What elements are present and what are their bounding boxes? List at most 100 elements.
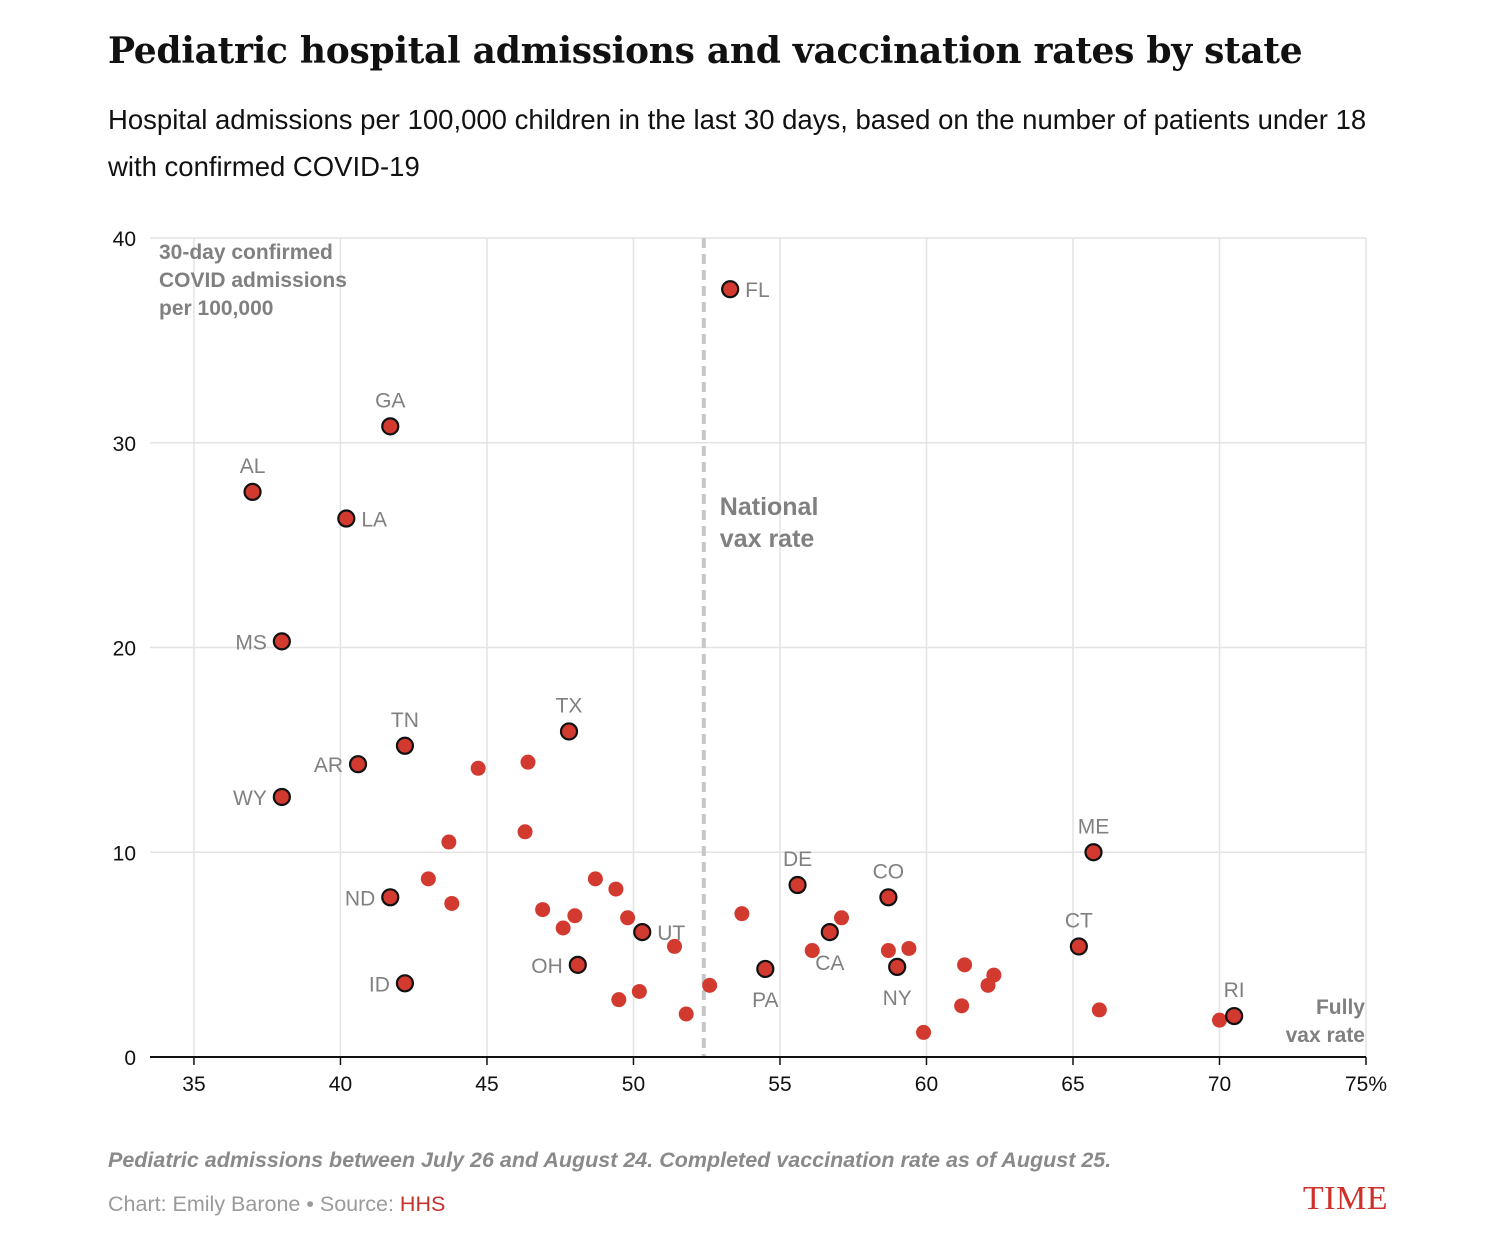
state-point-tn	[395, 736, 415, 755]
data-point	[980, 977, 996, 993]
data-point	[587, 871, 603, 887]
footnote: Pediatric admissions between July 26 and…	[108, 1148, 1112, 1172]
data-point	[470, 760, 486, 776]
state-label-al: AL	[240, 455, 266, 478]
state-point-ri	[1225, 1006, 1244, 1026]
state-point-ca	[820, 923, 839, 942]
time-logo[interactable]: TIME	[1302, 1180, 1388, 1217]
state-label-me: ME	[1078, 815, 1110, 838]
state-point-ut	[633, 923, 652, 942]
x-tick-label: 60	[915, 1073, 938, 1096]
reference-line-label: vax rate	[720, 525, 815, 553]
state-label-ri: RI	[1224, 979, 1245, 1002]
state-point-wy	[272, 787, 291, 807]
state-point-id	[395, 974, 415, 993]
y-axis-title: 30-day confirmed	[159, 241, 333, 264]
state-label-ga: GA	[375, 389, 405, 412]
x-tick-label: 35	[182, 1073, 205, 1096]
data-point	[666, 938, 682, 954]
x-axis-title: vax rate	[1286, 1024, 1365, 1047]
data-point	[678, 1006, 694, 1022]
data-point	[441, 834, 457, 850]
source-link[interactable]: HHS	[399, 1192, 446, 1216]
data-point	[535, 902, 551, 918]
data-point	[555, 920, 571, 936]
y-axis-title: COVID admissions	[159, 269, 347, 292]
labeled-points	[243, 280, 1244, 1026]
data-point	[608, 881, 624, 897]
data-point	[880, 943, 896, 959]
y-tick-label: 40	[113, 228, 136, 251]
x-axis-title: Fully	[1316, 996, 1365, 1019]
x-tick-label: 65	[1061, 1073, 1084, 1096]
data-point	[631, 983, 647, 999]
chart-subtitle: Hospital admissions per 100,000 children…	[108, 104, 1367, 182]
x-tick-label: 50	[622, 1073, 645, 1096]
state-point-al	[243, 482, 262, 501]
credit-line: Chart: Emily Barone • Source: HHS	[108, 1192, 445, 1217]
data-point	[834, 910, 850, 926]
y-tick-label: 30	[113, 433, 136, 456]
state-label-ct: CT	[1065, 909, 1093, 932]
state-label-wy: WY	[233, 787, 267, 810]
gridlines	[150, 237, 1367, 1057]
data-point	[957, 957, 973, 973]
data-point	[611, 992, 627, 1008]
chart-title: Pediatric hospital admissions and vaccin…	[108, 30, 1303, 72]
x-tick-label: 45	[475, 1073, 498, 1096]
x-tick-label: 75%	[1345, 1073, 1387, 1096]
data-point	[901, 940, 917, 956]
state-label-ut: UT	[657, 922, 685, 945]
state-labels: FL GA AL LA MS TX TN AR WY ME DE CO ND UT CA CT OH NY PA ID…	[233, 279, 1245, 1012]
state-label-oh: OH	[531, 955, 563, 978]
state-point-nd	[381, 888, 400, 907]
data-point	[1091, 1002, 1107, 1018]
x-tick-label: 40	[329, 1073, 352, 1096]
state-point-oh	[568, 955, 587, 974]
data-point	[420, 871, 436, 887]
state-label-tx: TX	[556, 694, 583, 717]
data-point	[444, 895, 460, 911]
state-label-co: CO	[873, 860, 905, 883]
state-label-nd: ND	[345, 887, 375, 910]
data-point	[804, 943, 820, 959]
state-label-pa: PA	[752, 989, 778, 1012]
x-tick-label: 70	[1208, 1073, 1231, 1096]
state-label-de: DE	[783, 848, 812, 871]
state-label-id: ID	[369, 973, 390, 996]
national-vax-rate-line: National vax rate	[701, 238, 819, 1057]
unlabeled-points	[420, 754, 1227, 1040]
y-tick-label: 20	[113, 638, 136, 661]
y-axis-title: per 100,000	[159, 297, 273, 320]
state-label-la: LA	[361, 509, 387, 532]
data-point	[916, 1024, 932, 1040]
state-point-ct	[1069, 937, 1088, 956]
state-point-ga	[381, 417, 400, 436]
state-point-la	[337, 509, 356, 528]
state-label-ar: AR	[314, 754, 343, 777]
data-point	[1211, 1012, 1227, 1028]
data-point	[567, 908, 583, 924]
state-point-ny	[888, 957, 907, 977]
data-point	[520, 754, 536, 770]
x-tick-label: 55	[768, 1073, 791, 1096]
state-label-fl: FL	[745, 279, 770, 302]
state-point-tx	[559, 722, 579, 741]
state-point-ar	[348, 755, 368, 774]
data-point	[702, 977, 718, 993]
data-point	[517, 824, 533, 840]
reference-line-label: National	[720, 493, 819, 521]
state-point-ms	[272, 632, 291, 651]
state-point-pa	[756, 959, 775, 979]
y-tick-label: 10	[113, 842, 136, 865]
state-point-me	[1084, 843, 1103, 862]
axes: 35 40 45 50 55 60 65 70 75% 0 10 20 30 40	[113, 228, 1387, 1096]
state-label-ca: CA	[815, 952, 844, 975]
data-point	[620, 910, 636, 926]
data-point	[734, 906, 750, 922]
state-point-fl	[721, 280, 740, 299]
state-label-ny: NY	[883, 987, 912, 1010]
y-tick-label: 0	[124, 1047, 136, 1070]
state-point-de	[788, 875, 807, 895]
